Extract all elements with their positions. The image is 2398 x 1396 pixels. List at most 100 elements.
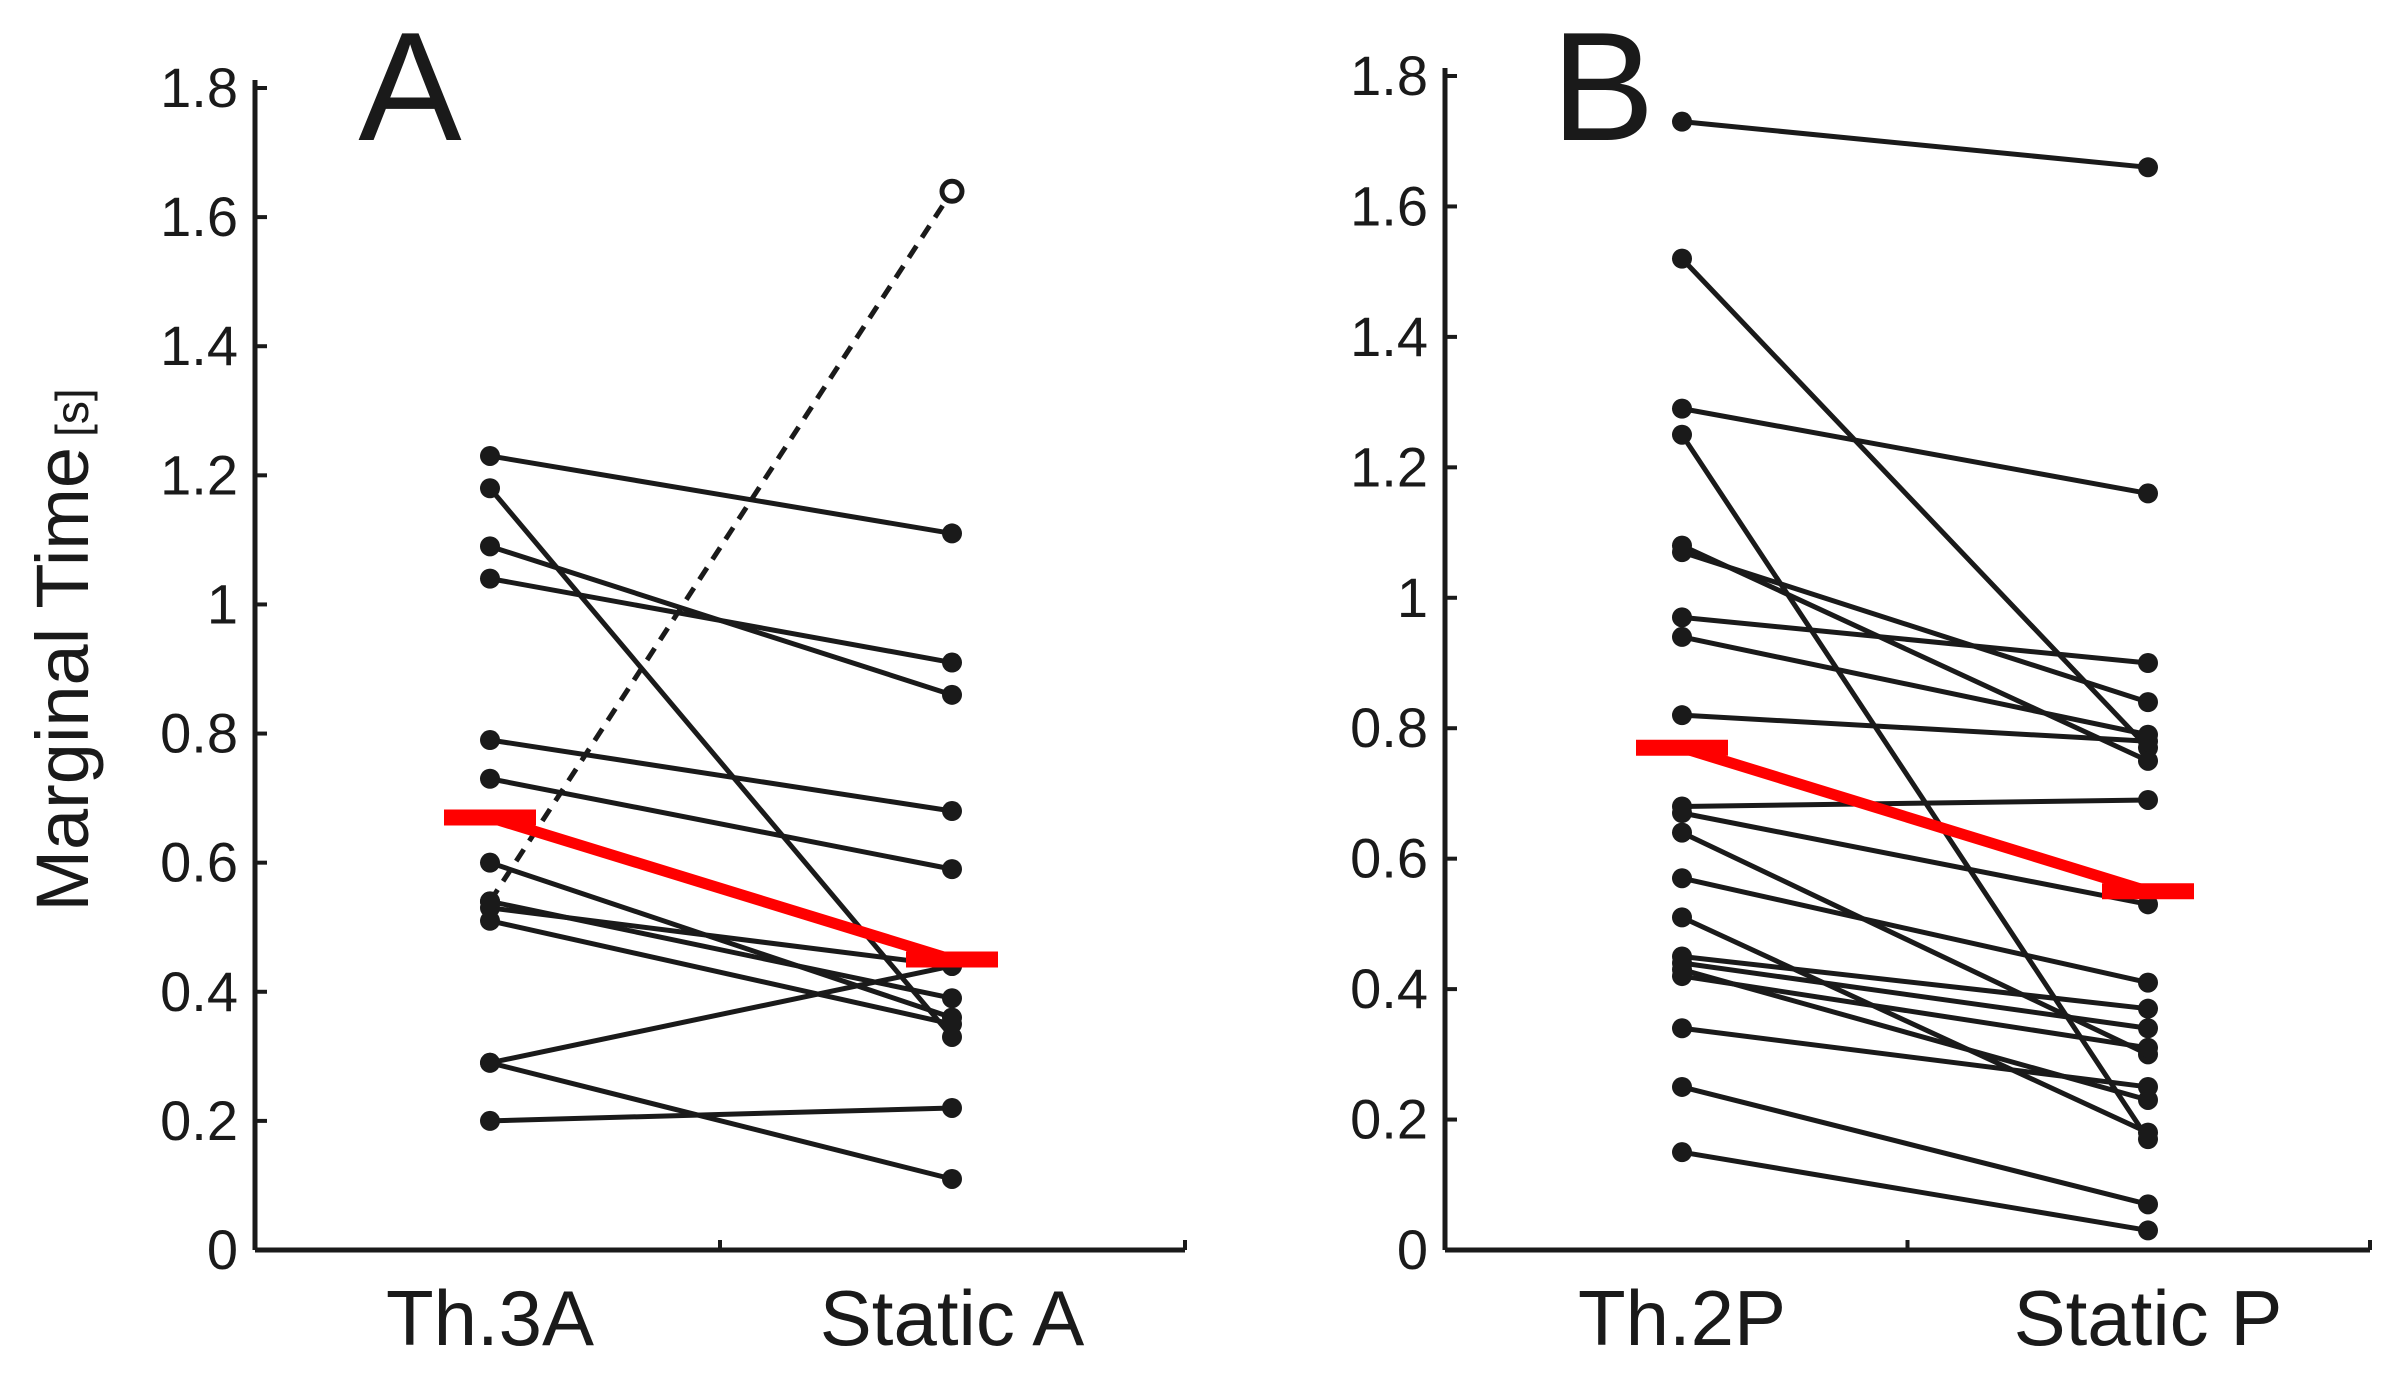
y-axis-label-text: Marginal Time xyxy=(21,447,104,912)
y-tick-label-a-9: 1.8 xyxy=(160,56,238,119)
point-a-s1-0 xyxy=(480,445,500,466)
point-b-s21-0 xyxy=(1672,1142,1692,1163)
point-b-s9-1 xyxy=(2138,731,2158,752)
series-line-b-s1 xyxy=(1681,119,2149,170)
point-a-s1-1 xyxy=(942,523,962,544)
point-a-s12-0 xyxy=(480,1052,500,1073)
point-b-s17-1 xyxy=(2138,1037,2158,1058)
point-b-s13-1 xyxy=(2138,972,2158,993)
point-b-s11-0 xyxy=(1672,803,1692,824)
series-line-a-s1 xyxy=(489,453,953,536)
point-b-s20-1 xyxy=(2138,1194,2158,1215)
y-tick-label-b-5: 1 xyxy=(1397,566,1428,629)
y-tick-label-a-7: 1.4 xyxy=(160,314,238,377)
point-b-s6-1 xyxy=(2138,692,2158,713)
point-a-s8-1 xyxy=(942,988,962,1009)
point-b-s15-1 xyxy=(2138,998,2158,1019)
y-tick-label-a-1: 0.2 xyxy=(160,1089,238,1152)
point-a-s3-0 xyxy=(480,536,500,557)
series-line-b-s20 xyxy=(1681,1084,2149,1207)
series-line-b-s9 xyxy=(1681,712,2149,744)
series-line-a-s7 xyxy=(489,860,953,1020)
y-tick-label-a-0: 0 xyxy=(207,1218,238,1281)
series-line-a-s12 xyxy=(489,1060,953,1182)
y-tick-label-a-8: 1.6 xyxy=(160,185,238,248)
point-a-s13-1 xyxy=(942,1097,962,1118)
point-a-s5-0 xyxy=(480,730,500,751)
series-line-a-outlier xyxy=(487,189,955,903)
point-b-s21-1 xyxy=(2138,1220,2158,1241)
y-tick-label-b-2: 0.4 xyxy=(1350,957,1428,1020)
point-a-s4-0 xyxy=(480,568,500,589)
point-b-s19-0 xyxy=(1672,1018,1692,1039)
point-a-s4-1 xyxy=(942,652,962,673)
point-b-s2-0 xyxy=(1672,248,1692,269)
point-b-s9-0 xyxy=(1672,705,1692,726)
series-line-b-s17 xyxy=(1681,973,2149,1051)
y-tick-label-a-2: 0.4 xyxy=(160,960,238,1023)
series-line-b-s3 xyxy=(1681,406,2149,496)
series-line-b-s5 xyxy=(1680,543,2150,764)
point-b-s18-0 xyxy=(1672,959,1692,980)
y-tick-label-b-7: 1.4 xyxy=(1350,305,1428,368)
y-tick-label-b-6: 1.2 xyxy=(1350,435,1428,498)
y-axis-label-unit: [s] xyxy=(46,388,98,437)
series-line-b-s16 xyxy=(1681,960,2149,1031)
point-a-s7-0 xyxy=(480,852,500,873)
point-b-s1-1 xyxy=(2138,157,2158,178)
point-b-s19-1 xyxy=(2138,1076,2158,1097)
series-line-b-s15 xyxy=(1681,954,2149,1012)
y-tick-label-b-1: 0.2 xyxy=(1350,1088,1428,1151)
point-a-s10-1 xyxy=(942,1014,962,1035)
point-b-s8-0 xyxy=(1672,626,1692,647)
y-tick-label-a-6: 1.2 xyxy=(160,443,238,506)
point-b-s7-0 xyxy=(1672,607,1692,628)
y-tick-label-a-5: 1 xyxy=(207,572,238,635)
point-a-s13-0 xyxy=(480,1110,500,1131)
point-b-s20-0 xyxy=(1672,1076,1692,1097)
series-line-a-s11 xyxy=(489,963,953,1066)
series-line-b-s10 xyxy=(1681,797,2149,809)
y-tick-label-b-9: 1.8 xyxy=(1350,44,1428,107)
series-line-a-s5 xyxy=(489,737,953,814)
series-line-b-s13 xyxy=(1681,875,2149,986)
point-b-s11-1 xyxy=(2138,894,2158,915)
series-line-b-s11 xyxy=(1681,810,2149,907)
point-a-s6-1 xyxy=(942,859,962,880)
mean-line-b xyxy=(1680,742,2150,897)
x-category-label-a-0: Th.3A xyxy=(386,1274,594,1362)
point-a-s2-0 xyxy=(480,478,500,499)
y-tick-label-b-0: 0 xyxy=(1397,1218,1428,1281)
x-category-label-b-0: Th.2P xyxy=(1578,1274,1786,1362)
point-b-s1-0 xyxy=(1672,111,1692,132)
y-axis-label: Marginal Time [s] xyxy=(21,388,104,911)
point-b-s10-1 xyxy=(2138,789,2158,810)
series-line-b-s8 xyxy=(1681,634,2149,738)
y-tick-label-b-4: 0.8 xyxy=(1350,696,1428,759)
point-b-s3-1 xyxy=(2138,483,2158,504)
panel-label-a: A xyxy=(358,0,462,173)
point-b-s12-0 xyxy=(1672,822,1692,843)
panel-label-b: B xyxy=(1551,0,1654,173)
point-b-s16-1 xyxy=(2138,1018,2158,1039)
point-b-s4-0 xyxy=(1672,424,1692,445)
series-line-a-s10 xyxy=(489,918,953,1027)
series-line-b-s14 xyxy=(1680,915,2150,1135)
x-category-label-a-1: Static A xyxy=(820,1274,1084,1362)
series-line-a-s9 xyxy=(489,905,953,969)
point-a-s6-0 xyxy=(480,768,500,789)
y-tick-label-b-8: 1.6 xyxy=(1350,174,1428,237)
point-a-s12-1 xyxy=(942,1168,962,1189)
series-line-b-s19 xyxy=(1681,1025,2149,1090)
series-line-b-s4 xyxy=(1679,433,2151,1141)
y-tick-label-a-4: 0.8 xyxy=(160,702,238,765)
point-a-outlier-0 xyxy=(480,891,500,912)
point-a-s3-1 xyxy=(942,684,962,705)
x-category-label-b-1: Static P xyxy=(2014,1274,2283,1362)
panel-b: 0 0.2 0.4 0.6 0.8 1 1.2 1.4 1.6 1.8 Th.2P Static P B xyxy=(1350,0,2372,1362)
point-b-s14-0 xyxy=(1672,907,1692,928)
point-a-s10-0 xyxy=(480,910,500,931)
series-line-a-s2 xyxy=(488,486,954,1039)
point-b-s3-0 xyxy=(1672,398,1692,419)
point-b-s6-0 xyxy=(1672,542,1692,563)
